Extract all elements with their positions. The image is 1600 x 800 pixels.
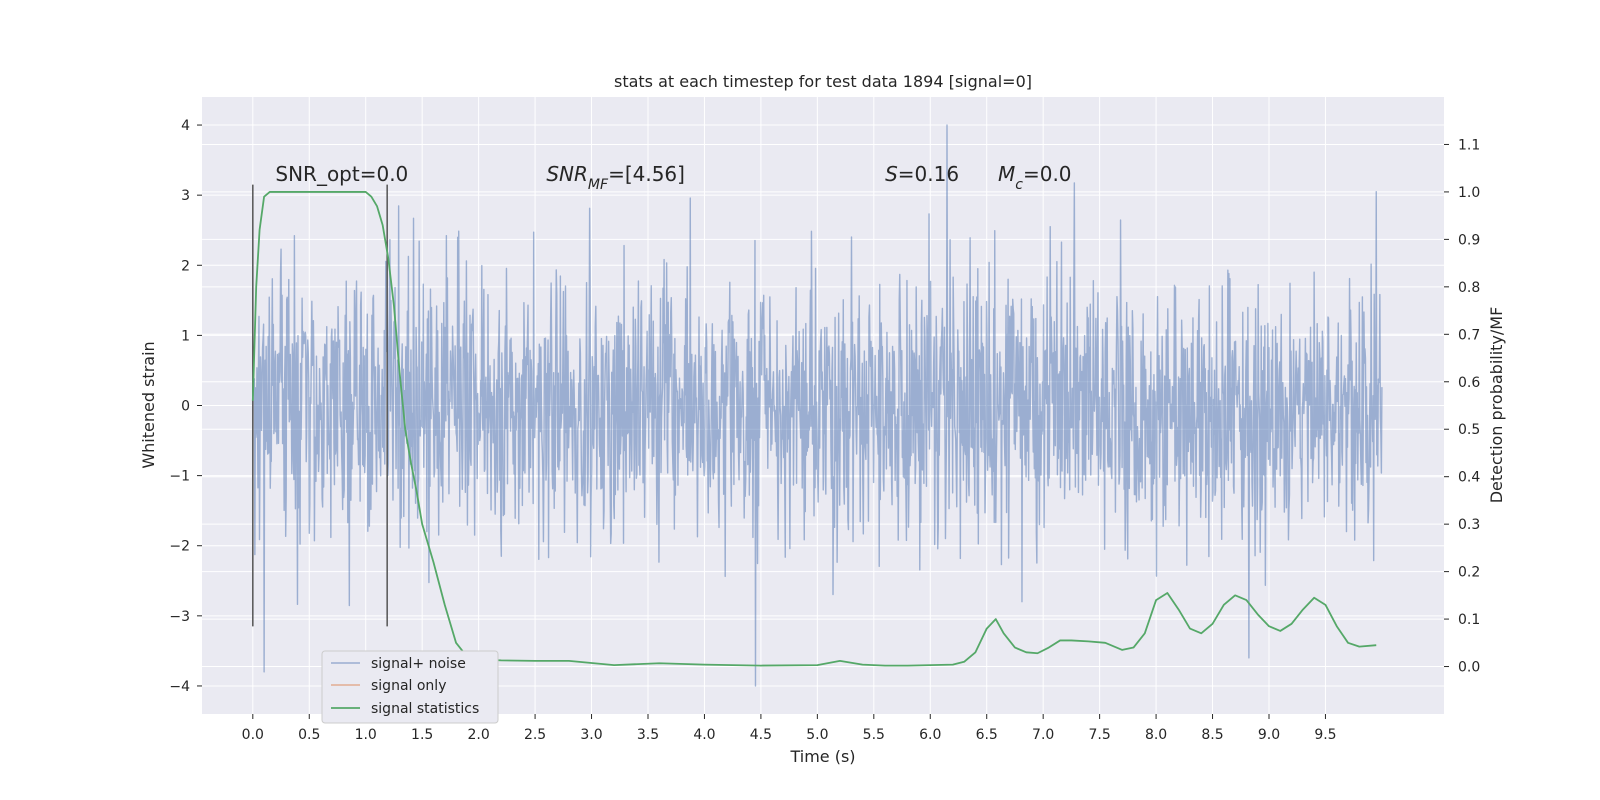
x-tick-label: 7.5 (1088, 727, 1110, 743)
y-tick-label: −4 (169, 679, 190, 695)
x-tick-label: 7.0 (1032, 727, 1054, 743)
x-tick-label: 2.5 (524, 727, 546, 743)
y2-tick-label: 0.7 (1458, 327, 1480, 343)
y-tick-label: 3 (181, 188, 190, 204)
annotation-part: =0.16 (898, 162, 959, 186)
y2-tick-label: 0.6 (1458, 375, 1480, 391)
y2-tick-label: 1.0 (1458, 185, 1480, 201)
x-tick-label: 6.5 (976, 727, 998, 743)
annotation-part: =[4.56] (608, 162, 685, 186)
y-axis-label: Whitened strain (139, 341, 158, 468)
series-signal-statistics (251, 191, 1377, 667)
y2-tick-label: 0.2 (1458, 565, 1480, 581)
legend-label-signal-noise: signal+ noise (371, 656, 466, 672)
annotation-mc-value: Mc=0.0 (998, 162, 1072, 193)
annotation-part: M (998, 162, 1015, 186)
legend-label-signal-only: signal only (371, 678, 446, 694)
annotation-part: c (1015, 177, 1023, 193)
y2-tick-label: 0.3 (1458, 517, 1480, 533)
x-tick-label: 9.0 (1258, 727, 1280, 743)
annotation-s-value: S=0.16 (885, 162, 959, 186)
annotations: SNR_opt=0.0 SNRMF=[4.56] S=0.16 Mc=0.0 (275, 162, 1071, 193)
legend-box (321, 650, 499, 724)
x-tick-label: 8.0 (1145, 727, 1167, 743)
y2-tick-label: 0.0 (1458, 660, 1480, 676)
x-tick-label: 2.0 (467, 727, 489, 743)
annotation-part: =0.0 (1023, 162, 1072, 186)
x-tick-label: 4.0 (693, 727, 715, 743)
segment-markers (252, 184, 388, 627)
x-tick-label: 9.5 (1314, 727, 1336, 743)
chart-title: stats at each timestep for test data 189… (614, 72, 1032, 91)
x-tick-label: 8.5 (1201, 727, 1223, 743)
x-axis-label: Time (s) (789, 747, 855, 766)
x-tick-label: 1.5 (411, 727, 433, 743)
x-tick-label: 3.5 (637, 727, 659, 743)
y-tick-label: −1 (169, 469, 190, 485)
y-tick-label: 4 (181, 118, 190, 134)
x-tick-label: 5.5 (863, 727, 885, 743)
y-tick-label: −2 (169, 539, 190, 555)
y-tick-label: 2 (181, 258, 190, 274)
grid (202, 97, 1444, 714)
series-signal-noise (252, 124, 1383, 687)
x-tick-label: 0.5 (298, 727, 320, 743)
annotation-part: SNR (546, 162, 588, 186)
legend-label-signal-statistics: signal statistics (371, 701, 479, 717)
x-tick-label: 5.0 (806, 727, 828, 743)
y2-tick-label: 0.4 (1458, 470, 1480, 486)
signal-noise-line (252, 124, 1383, 687)
y2-axis-label: Detection probability/MF (1487, 307, 1506, 504)
y2-tick-label: 0.5 (1458, 422, 1480, 438)
x-tick-label: 1.0 (355, 727, 377, 743)
y-tick-label: 0 (181, 399, 190, 415)
annotation-part: SNR_opt=0.0 (275, 162, 408, 186)
x-tick-label: 6.0 (919, 727, 941, 743)
y2-tick-label: 0.9 (1458, 232, 1480, 248)
signal-statistics-line (251, 191, 1377, 667)
annotation-part: MF (588, 177, 609, 193)
x-tick-label: 3.0 (580, 727, 602, 743)
annotation-snr-opt: SNR_opt=0.0 (275, 162, 408, 186)
y2-tick-label: 1.1 (1458, 137, 1480, 153)
y2-tick-label: 0.8 (1458, 280, 1480, 296)
x-tick-label: 4.5 (750, 727, 772, 743)
annotation-part: S (885, 162, 898, 186)
legend: signal+ noise signal only signal statist… (321, 650, 499, 724)
y-tick-label: −3 (169, 609, 190, 625)
y2-tick-label: 0.1 (1458, 612, 1480, 628)
axis-ticks: 0.0 0.5 1.0 1.5 2.0 2.5 3.0 3.5 4.0 4.5 5.0 5.5 6.0 6… (169, 118, 1480, 743)
x-tick-label: 0.0 (242, 727, 264, 743)
annotation-snr-mf: SNRMF=[4.56] (546, 162, 685, 193)
y-tick-label: 1 (181, 328, 190, 344)
